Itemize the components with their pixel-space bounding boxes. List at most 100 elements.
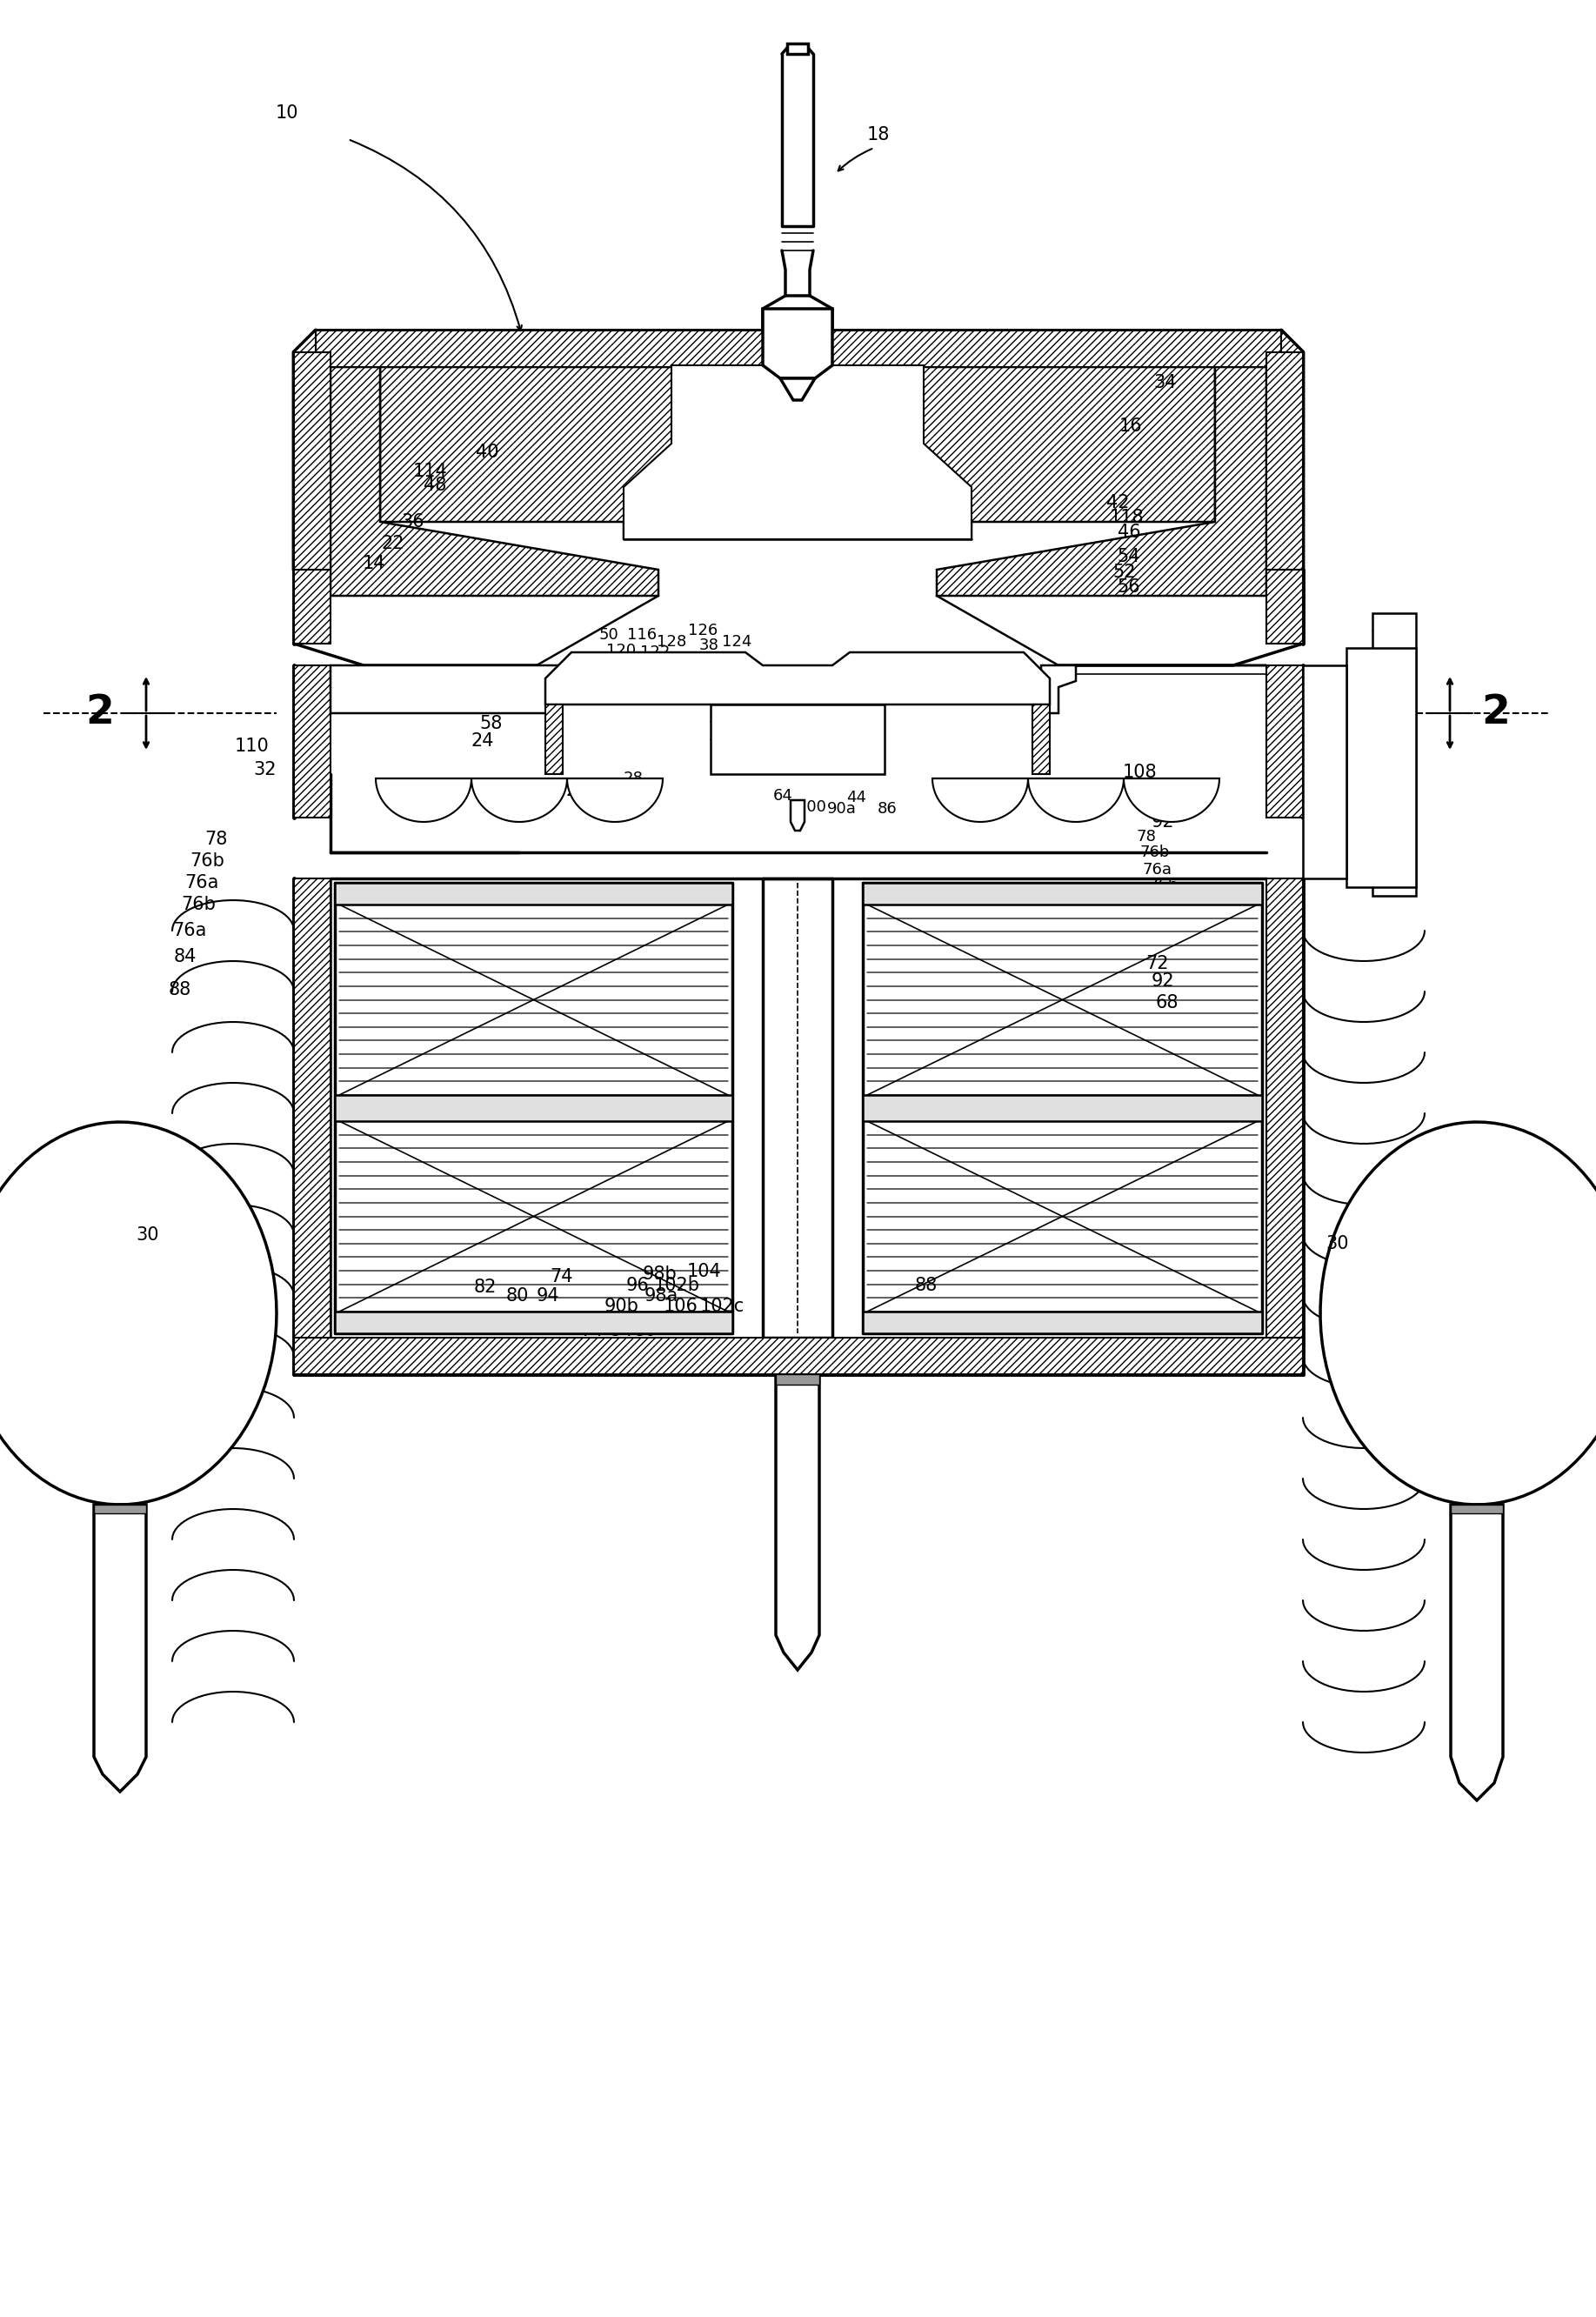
Text: 82: 82 (474, 1279, 496, 1295)
Text: 90b: 90b (605, 1298, 640, 1316)
Polygon shape (94, 1504, 147, 1513)
Text: 76b: 76b (180, 897, 215, 913)
Polygon shape (932, 779, 1028, 823)
Text: 78: 78 (204, 829, 227, 848)
Polygon shape (335, 1311, 733, 1332)
Text: 118: 118 (1109, 510, 1144, 526)
Text: 2: 2 (86, 693, 115, 732)
Text: 22: 22 (381, 535, 405, 551)
Polygon shape (294, 570, 330, 644)
Polygon shape (1266, 570, 1302, 644)
Text: 58: 58 (480, 716, 503, 732)
Polygon shape (1302, 665, 1347, 878)
Text: 12: 12 (1154, 331, 1176, 348)
Text: 2: 2 (1481, 693, 1510, 732)
Text: 88: 88 (169, 980, 192, 999)
Text: 92: 92 (1151, 973, 1175, 989)
Polygon shape (0, 1121, 276, 1504)
Text: 86: 86 (878, 802, 897, 816)
Text: 30: 30 (136, 1226, 160, 1244)
Text: 76a: 76a (172, 922, 207, 938)
Text: 24: 24 (471, 732, 495, 751)
Polygon shape (863, 883, 1262, 904)
Text: 76b: 76b (190, 853, 225, 869)
Text: 102b: 102b (654, 1277, 699, 1295)
Text: 112: 112 (589, 667, 619, 681)
Text: 30: 30 (1326, 1235, 1349, 1253)
Text: 54: 54 (1117, 547, 1141, 565)
Text: 50: 50 (598, 628, 619, 642)
Text: 94: 94 (610, 1323, 634, 1339)
Polygon shape (780, 378, 816, 401)
Text: 52: 52 (1112, 563, 1136, 582)
Text: 14: 14 (362, 554, 386, 572)
Polygon shape (294, 1337, 1302, 1374)
Polygon shape (776, 1374, 819, 1386)
Polygon shape (776, 1374, 819, 1671)
Text: 20: 20 (388, 695, 412, 711)
Text: 80: 80 (634, 1323, 658, 1339)
Polygon shape (1041, 665, 1266, 714)
Polygon shape (471, 779, 567, 823)
Polygon shape (1028, 779, 1124, 823)
Text: 56: 56 (1117, 579, 1141, 595)
Polygon shape (763, 308, 833, 378)
Polygon shape (624, 366, 972, 540)
Text: 124: 124 (721, 635, 752, 649)
Text: 110: 110 (235, 737, 270, 755)
Text: 10: 10 (276, 104, 298, 123)
Text: 72: 72 (1146, 955, 1168, 973)
Polygon shape (330, 665, 571, 714)
Polygon shape (335, 1096, 733, 1121)
Polygon shape (710, 704, 884, 774)
Text: 128: 128 (656, 635, 686, 649)
Polygon shape (294, 878, 330, 1374)
Polygon shape (1451, 1504, 1503, 1800)
Text: 84: 84 (174, 948, 196, 966)
Text: 16: 16 (1119, 417, 1143, 436)
Text: 114: 114 (413, 463, 448, 480)
Polygon shape (330, 366, 728, 521)
Text: 96: 96 (626, 1277, 650, 1295)
Polygon shape (937, 366, 1266, 595)
Polygon shape (375, 779, 471, 823)
Text: 108: 108 (1122, 765, 1157, 781)
Text: 92: 92 (1151, 813, 1175, 829)
Text: 116: 116 (627, 628, 656, 642)
Text: 106: 106 (664, 1298, 699, 1316)
Polygon shape (330, 366, 659, 595)
Polygon shape (1266, 878, 1302, 1374)
Polygon shape (1320, 1121, 1596, 1504)
Text: 94: 94 (536, 1288, 560, 1304)
Text: 102c: 102c (699, 1298, 744, 1316)
Text: 104: 104 (688, 1263, 721, 1281)
Text: 68: 68 (1156, 994, 1179, 1013)
Polygon shape (863, 1096, 1262, 1121)
Polygon shape (863, 1311, 1262, 1332)
Polygon shape (867, 366, 1266, 521)
Text: 28: 28 (622, 772, 643, 785)
Polygon shape (1124, 779, 1219, 823)
Text: 66: 66 (536, 788, 555, 804)
Text: 34: 34 (1154, 373, 1176, 392)
Polygon shape (335, 883, 733, 904)
Text: 70: 70 (640, 785, 661, 802)
Polygon shape (1033, 704, 1050, 774)
Text: 120: 120 (606, 642, 635, 658)
Text: 40: 40 (476, 443, 498, 461)
Polygon shape (567, 779, 662, 823)
Text: 32: 32 (254, 760, 276, 779)
Polygon shape (546, 653, 1050, 704)
Text: 76b: 76b (1149, 878, 1179, 894)
Text: 100: 100 (796, 799, 827, 816)
Text: 94: 94 (503, 783, 523, 799)
Text: 122: 122 (640, 644, 670, 660)
Text: 76b: 76b (1140, 843, 1170, 860)
Text: 126: 126 (688, 623, 718, 639)
Text: 42: 42 (1106, 494, 1128, 512)
Text: 76a: 76a (185, 874, 219, 892)
Polygon shape (1266, 665, 1302, 818)
Text: 64: 64 (772, 788, 793, 804)
Polygon shape (1266, 352, 1302, 570)
Text: 38: 38 (699, 637, 718, 653)
